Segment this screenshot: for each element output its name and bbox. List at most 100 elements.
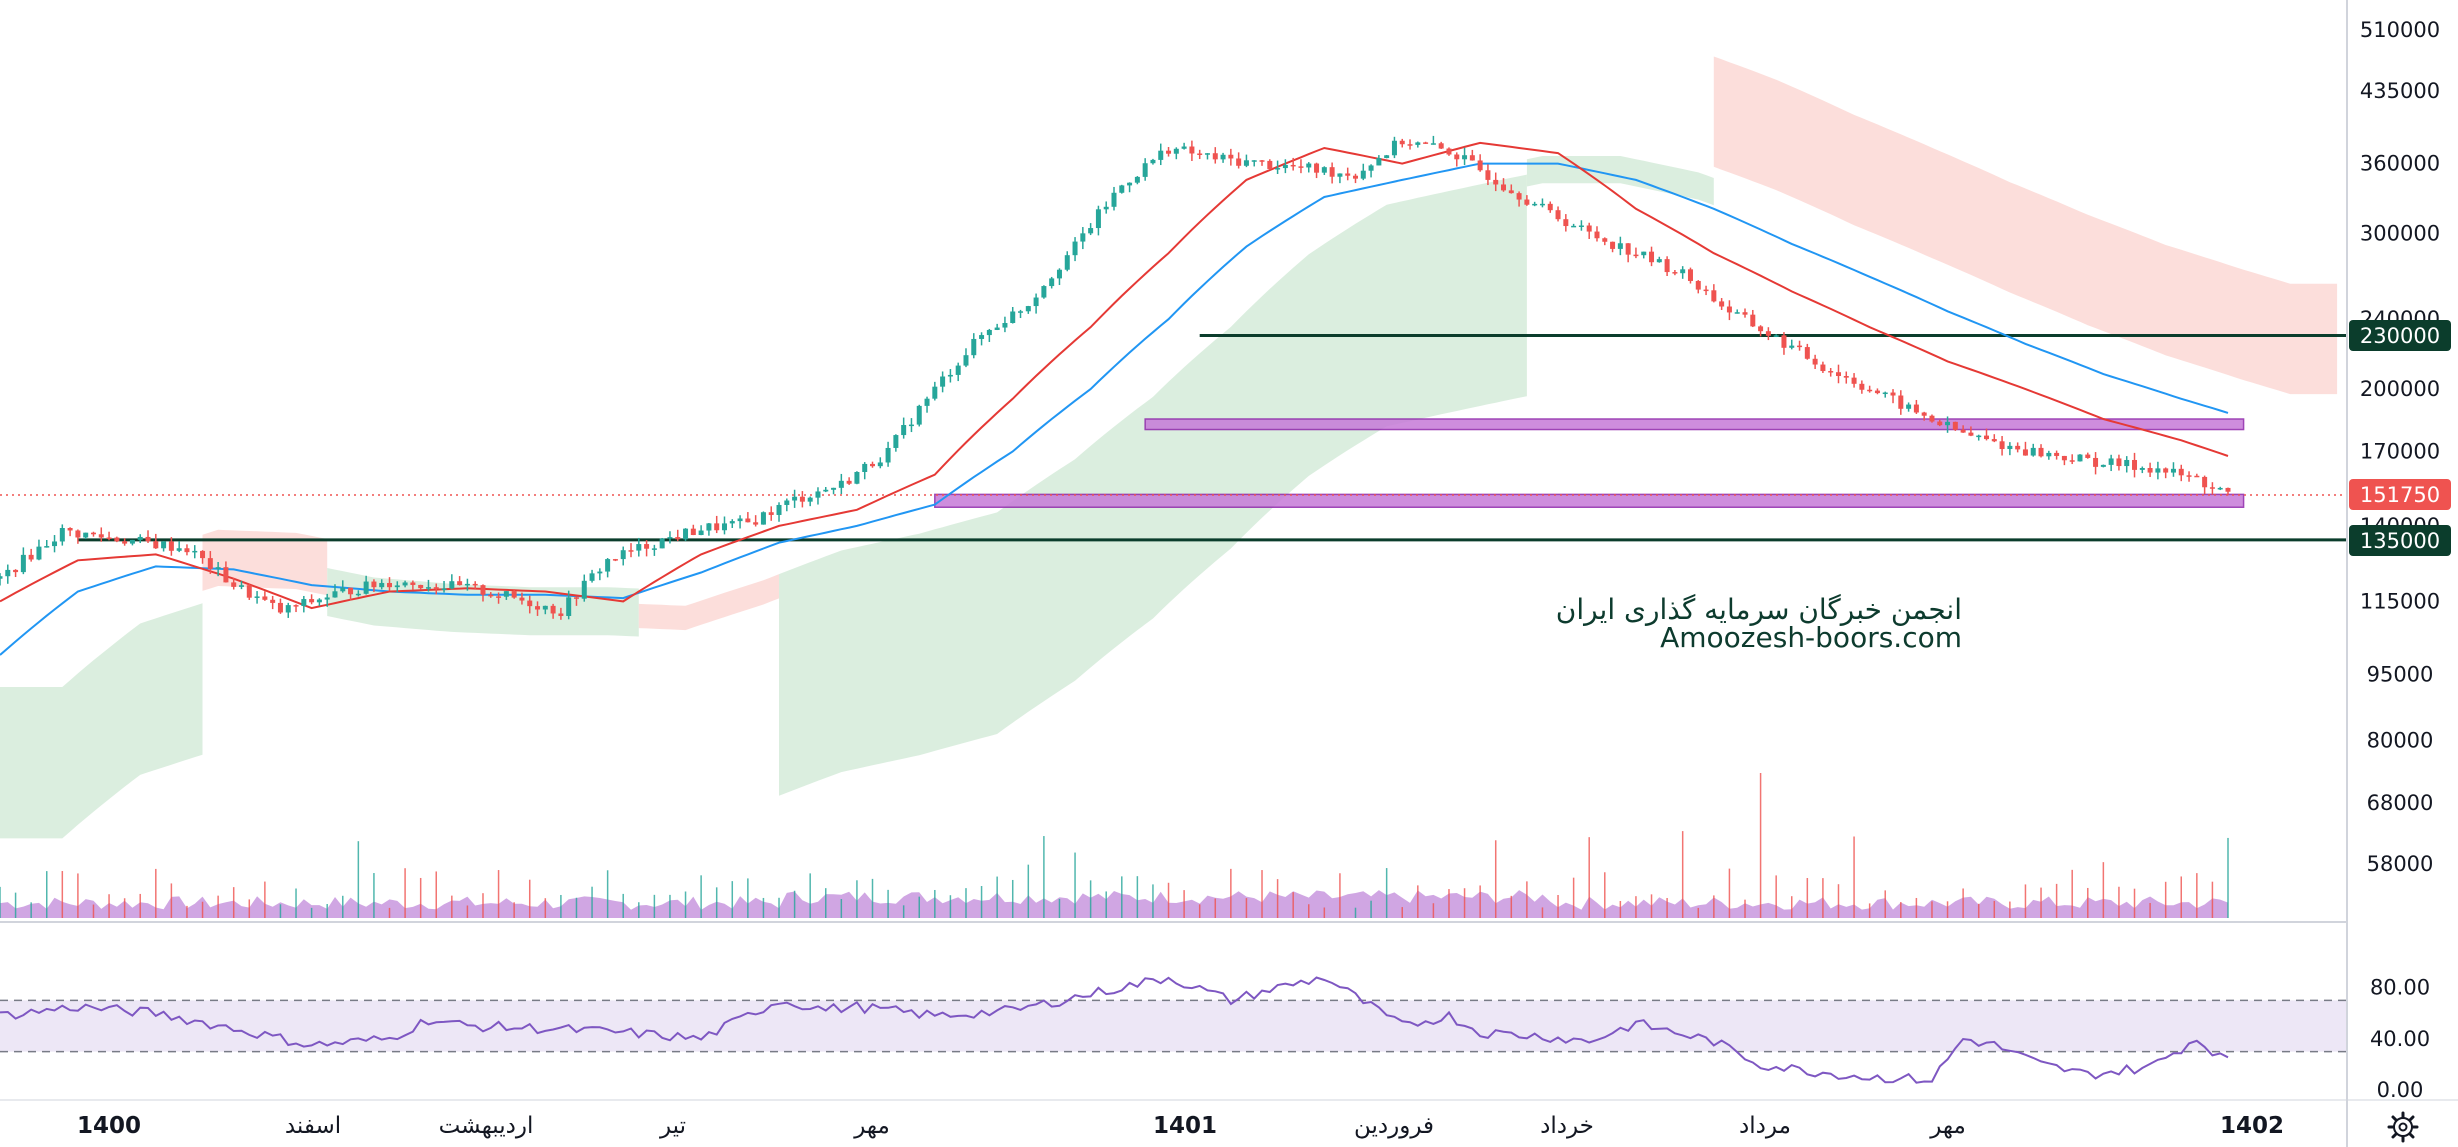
candle-body [1384,155,1390,159]
candle-body [122,541,128,544]
candle-body [1695,280,1701,290]
candle-body [1360,170,1366,179]
time-tick-label: مهر [853,1113,890,1139]
candle-body [1220,154,1226,160]
candle-body [636,544,642,551]
candle-body [1649,251,1655,263]
candle-body [1501,184,1507,191]
candle-body [714,523,720,531]
candle-body [1991,439,1997,442]
candle-body [402,582,408,586]
candle-body [238,585,244,587]
time-tick-label: اردیبهشت [439,1113,534,1139]
candle-body [659,538,665,549]
candle-body [2147,467,2153,473]
candle-body [1765,331,1771,336]
candle-body [2038,447,2044,457]
support-badge-label: 135000 [2360,529,2440,553]
candle-body [612,559,618,561]
last-price-badge-label: 151750 [2360,483,2440,507]
rsi-tick-label: 0.00 [2377,1078,2424,1102]
candle-body [1789,345,1795,348]
candle-body [1243,160,1249,166]
candle-body [581,580,587,599]
candle-body [161,541,167,549]
candle-body [246,585,252,598]
candle-body [1672,272,1678,274]
candle-body [1158,150,1164,160]
candle-body [1633,254,1639,257]
candle-body [1906,404,1912,409]
candle-body [947,374,953,377]
time-tick-label: خرداد [1540,1113,1594,1139]
candle-body [44,546,50,548]
candle-body [285,605,291,613]
price-tick-label: 115000 [2360,589,2440,613]
candle-body [589,573,595,581]
candle-body [52,541,58,547]
candle-body [270,599,276,603]
candle-body [542,605,548,610]
candle-body [1275,168,1281,170]
candle-body [480,585,486,595]
candle-body [1049,278,1055,287]
candle-body [979,335,985,339]
candle-body [760,512,766,525]
candle-body [1321,167,1327,173]
candle-body [2046,452,2052,457]
candle-body [137,536,143,540]
candle-body [1578,225,1584,227]
candle-body [1041,286,1047,298]
candle-body [776,504,782,515]
candle-body [1345,173,1351,176]
candle-body [1945,421,1951,426]
candle-body [1797,345,1803,348]
candle-body [332,591,338,598]
candle-body [1454,154,1460,160]
candle-body [1602,238,1608,242]
candle-body [1033,297,1039,307]
candle-body [1960,429,1966,433]
cloud-segment [779,174,1527,796]
candle-body [2132,459,2138,470]
candle-body [348,587,354,595]
candle-body [628,550,634,552]
gear-icon[interactable] [2387,1111,2419,1143]
price-tick-label: 360000 [2360,152,2440,176]
cloud-segment [638,574,779,631]
candle-body [675,537,681,540]
candle-body [1228,154,1234,159]
candle-body [698,530,704,536]
candle-body [799,496,805,502]
candle-body [1111,192,1117,207]
candle-body [114,537,120,542]
candle-body [418,584,424,589]
candle-body [2069,460,2075,462]
candle-body [425,587,431,589]
time-tick-label: فروردین [1354,1113,1434,1139]
candle-body [355,593,361,596]
candle-body [2108,458,2114,465]
candle-body [1212,153,1218,160]
candle-body [573,597,579,599]
candle-body [924,398,930,406]
candle-body [994,327,1000,330]
candle-body [1462,155,1468,160]
candle-body [1204,153,1210,155]
candle-body [831,487,837,490]
candle-body [1547,203,1553,211]
time-tick-label: مهر [1929,1113,1966,1139]
candle-body [2202,476,2208,488]
time-axis[interactable]: 1400 اسفند اردیبهشت تیر مهر 1401 فروردین خرداد م… [77,1113,2284,1139]
candle-body [1259,160,1265,162]
candle-body [1851,377,1857,384]
price-tick-label: 68000 [2367,791,2434,815]
candle-body [262,596,268,600]
candle-body [20,554,26,573]
candle-body [1282,164,1288,169]
candle-body [67,528,73,531]
price-tick-label: 510000 [2360,18,2440,42]
price-axis[interactable]: 5100004350003600003000002400002000001700… [2360,18,2440,876]
time-tick-label: مرداد [1739,1113,1791,1139]
